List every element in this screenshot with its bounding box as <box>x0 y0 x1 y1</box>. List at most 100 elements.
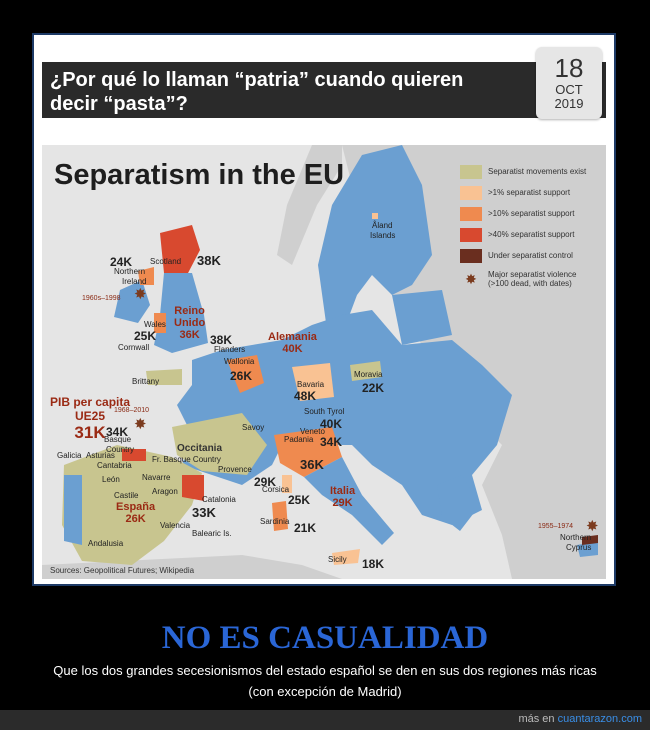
label-cornwall: Cornwall <box>118 343 150 352</box>
legend-item: Separatist movements exist <box>460 161 600 182</box>
italy-south <box>304 457 394 545</box>
footer-prefix: más en <box>518 713 555 725</box>
basque-country <box>122 449 146 461</box>
legend-item: >10% separatist support <box>460 203 600 224</box>
region-italia-label: Italia <box>330 485 356 497</box>
legend-label: Under separatist control <box>488 251 573 260</box>
catalonia <box>182 475 204 501</box>
label-northern: Northern <box>114 267 146 276</box>
baltics <box>392 290 452 345</box>
corsica <box>282 475 292 493</box>
value-wales: 25K <box>134 329 157 343</box>
violence-date-basque: 1968–2010 <box>114 407 150 414</box>
value-moravia: 22K <box>362 381 385 395</box>
footer-bar: más en cuantarazon.com <box>0 710 650 730</box>
region-italia: Italia 29K <box>330 485 355 509</box>
occitania <box>172 413 267 475</box>
post-title-bar: ¿Por qué lo llaman “patria” cuando quier… <box>42 62 606 118</box>
label-northern-cyprus-1: Northern <box>560 533 592 542</box>
label-balearic: Balearic Is. <box>192 529 232 538</box>
portugal <box>64 475 82 545</box>
region-espana: España 26K <box>116 501 155 525</box>
legend-label: >40% separatist support <box>488 230 575 239</box>
label-country: Country <box>106 445 135 454</box>
violence-star-icon: ✸ <box>134 416 147 433</box>
region-alemania-label: Alemania <box>268 331 317 343</box>
legend-swatch <box>460 206 482 221</box>
sweden-finland <box>318 145 432 335</box>
label-brittany: Brittany <box>132 377 160 386</box>
value-basque: 34K <box>106 425 129 439</box>
wales <box>154 313 166 333</box>
legend-item: Under separatist control <box>460 245 600 266</box>
label-flanders: Flanders <box>214 345 246 354</box>
value-sicily: 18K <box>362 557 385 571</box>
aland-islands <box>372 213 378 219</box>
norway-land <box>277 145 342 265</box>
caption-line1: Que los dos grandes secesionismos del es… <box>53 663 597 678</box>
legend-label: >1% separatist support <box>488 188 571 197</box>
legend-label: >10% separatist support <box>488 209 575 218</box>
value-catalonia: 33K <box>192 505 216 520</box>
flanders-wallonia <box>227 355 264 393</box>
continental-eu <box>177 310 512 525</box>
legend-violence-line1: Major separatist violence <box>488 270 577 279</box>
region-alemania: Alemania 40K <box>268 331 317 355</box>
bavaria <box>292 363 334 401</box>
caption-line2: (con excepción de Madrid) <box>248 684 402 699</box>
headline: NO ES CASUALIDAD <box>161 620 489 656</box>
label-padania: Padania <box>284 435 314 444</box>
label-cantabria: Cantabria <box>97 461 132 470</box>
northern-ireland <box>138 267 154 285</box>
value-south-tyrol: 40K <box>320 417 343 431</box>
label-fr-basque: Fr. Basque Country <box>152 455 221 464</box>
label-islands: Islands <box>370 231 396 240</box>
value-scotland: 38K <box>197 253 221 268</box>
post-title[interactable]: ¿Por qué lo llaman “patria” cuando quier… <box>50 69 464 115</box>
label-provence: Provence <box>218 465 252 474</box>
label-navarre: Navarre <box>142 473 171 482</box>
violence-star-icon: ✸ <box>134 286 147 303</box>
legend-swatch <box>460 227 482 242</box>
label-sicily: Sicily <box>328 555 347 564</box>
northern-cyprus <box>582 535 598 545</box>
england <box>154 273 208 353</box>
region-reino-unido: Reino Unido 36K <box>174 305 205 341</box>
value-sardinia: 21K <box>294 521 317 535</box>
label-castile: Castile <box>114 491 139 500</box>
separatism-map-image[interactable]: Separatism in the EU Separatist movement… <box>42 145 606 579</box>
label-basque: Basque <box>104 435 132 444</box>
value-padania: 36K <box>300 457 324 472</box>
legend-item: >1% separatist support <box>460 182 600 203</box>
map-drawing <box>42 145 606 579</box>
caption: Que los dos grandes secesionismos del es… <box>0 660 650 702</box>
legend-violence-line2: (>100 dead, with dates) <box>488 279 572 288</box>
sicily <box>332 549 360 565</box>
map-source: Sources: Geopolitical Futures; Wikipedia <box>50 566 195 575</box>
violence-star-icon: ✸ <box>586 518 599 535</box>
ireland <box>114 280 150 323</box>
label-scotland: Scotland <box>150 257 182 266</box>
label-leon: León <box>102 475 120 484</box>
label-bavaria: Bavaria <box>297 380 325 389</box>
legend-item: >40% separatist support <box>460 224 600 245</box>
moravia <box>350 361 382 381</box>
region-espana-value: 26K <box>125 513 146 525</box>
label-andalusia: Andalusia <box>88 539 124 548</box>
label-veneto: Veneto <box>300 427 325 436</box>
region-reino-line2: Unido <box>174 317 206 329</box>
scotland <box>160 225 200 275</box>
value-provence: 29K <box>254 475 277 489</box>
region-reino-value: 36K <box>179 329 200 341</box>
map-title: Separatism in the EU <box>54 159 345 191</box>
date-year: 2019 <box>554 96 584 111</box>
violence-date-ni: 1960s–1998 <box>82 295 121 302</box>
date-month: OCT <box>555 82 583 97</box>
label-valencia: Valencia <box>160 521 191 530</box>
value-flanders: 38K <box>210 333 233 347</box>
label-sardinia: Sardinia <box>260 517 290 526</box>
cyprus <box>577 541 598 557</box>
region-reino-line1: Reino <box>174 305 205 317</box>
site-link[interactable]: cuantarazon.com <box>557 713 642 725</box>
pib-eu-label: UE25 <box>75 409 106 423</box>
